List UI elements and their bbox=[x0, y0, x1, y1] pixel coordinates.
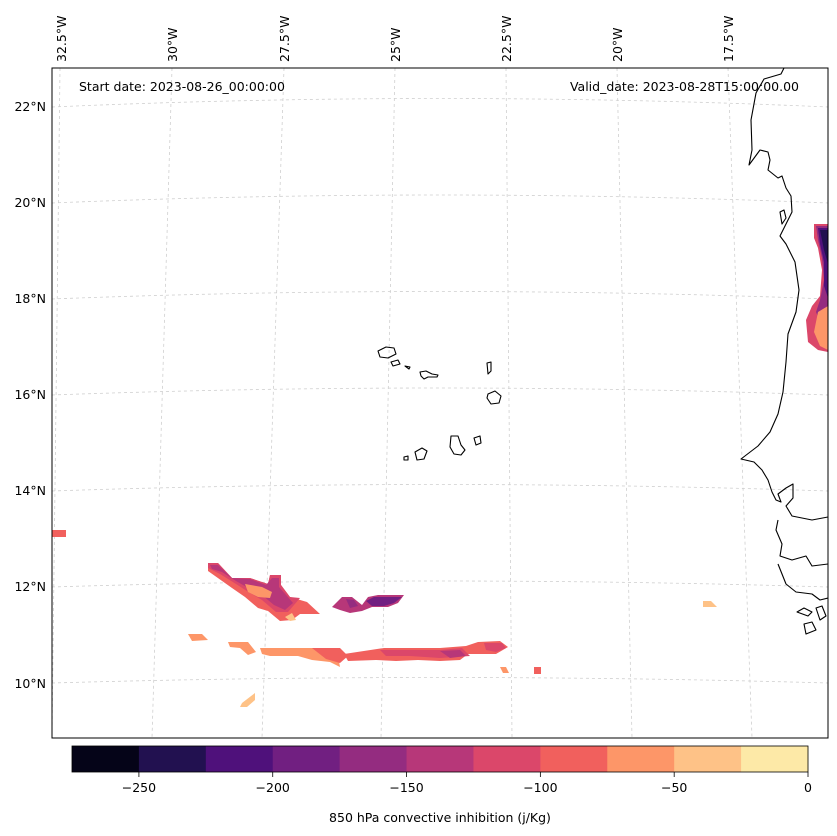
africa-coastline bbox=[740, 68, 828, 635]
cin-region-100-b bbox=[312, 648, 348, 663]
lon-label: 30°W bbox=[165, 27, 180, 62]
island-sao-nicolau bbox=[419, 370, 439, 380]
parallel-20n bbox=[52, 194, 828, 204]
meridian-22.5w bbox=[505, 68, 513, 738]
lat-label: 20°N bbox=[14, 195, 46, 210]
cin-region-50-b bbox=[240, 693, 255, 707]
lat-label: 16°N bbox=[14, 387, 46, 402]
parallel-22n bbox=[52, 98, 828, 108]
cin-patch-central bbox=[332, 595, 404, 613]
meridian-32.5w bbox=[52, 68, 61, 738]
island-sao-vicente bbox=[390, 359, 401, 367]
meridian-20w bbox=[616, 68, 633, 738]
cin-region-75-e bbox=[500, 667, 509, 673]
colorbar-tick-label: 0 bbox=[804, 780, 812, 795]
lon-label: 27.5°W bbox=[277, 16, 292, 62]
cin-region-75-c bbox=[228, 642, 256, 655]
colorbar-swatch bbox=[72, 746, 140, 772]
colorbar-tick-label: −250 bbox=[122, 780, 156, 795]
cin-patch-west-edge bbox=[52, 530, 66, 537]
cin-contours bbox=[52, 224, 828, 707]
cin-patch-east-coast bbox=[806, 224, 828, 352]
map-frame bbox=[51, 67, 829, 739]
lat-label: 22°N bbox=[14, 99, 46, 114]
lat-label: 18°N bbox=[14, 291, 46, 306]
colorbar-swatch bbox=[138, 746, 207, 772]
meridian-27.5w bbox=[261, 68, 285, 738]
start-date-label: Start date: 2023-08-26_00:00:00 bbox=[79, 79, 285, 94]
cin-band-south bbox=[188, 634, 541, 707]
parallel-18n bbox=[52, 291, 828, 300]
cape-verde-islands bbox=[377, 346, 502, 461]
parallel-10n bbox=[52, 677, 828, 684]
meridian-17.5w bbox=[727, 68, 753, 738]
island-fogo bbox=[414, 447, 428, 461]
island-santo-antao bbox=[377, 346, 397, 359]
cin-band-north bbox=[208, 563, 320, 621]
colorbar-tick-label: −100 bbox=[523, 780, 557, 795]
longitude-labels: 32.5°W 30°W 27.5°W 25°W 22.5°W 20°W 17.5… bbox=[54, 16, 736, 62]
cin-patch-east-isolated bbox=[703, 601, 717, 607]
bijagos-islands bbox=[796, 605, 827, 635]
colorbar-swatch bbox=[473, 746, 541, 772]
cin-region-75 bbox=[245, 584, 272, 598]
island-maio bbox=[473, 435, 482, 446]
colorbar-tick-label: −200 bbox=[256, 780, 290, 795]
cin-region-125-c bbox=[484, 643, 506, 652]
lon-label: 25°W bbox=[388, 27, 403, 62]
lon-label: 17.5°W bbox=[721, 16, 736, 62]
coast-gambia bbox=[775, 519, 828, 567]
cin-region-175 bbox=[346, 599, 358, 608]
map-area bbox=[51, 67, 829, 739]
cin-region-75-f bbox=[814, 306, 828, 350]
cin-region-100-d bbox=[534, 667, 541, 674]
colorbar-ticks: −250 −200 −150 −100 −50 0 bbox=[122, 772, 812, 795]
lat-label: 12°N bbox=[14, 579, 46, 594]
colorbar-swatches bbox=[72, 746, 809, 772]
colorbar-swatch bbox=[540, 746, 608, 772]
coast-mauritania-senegal bbox=[740, 68, 828, 521]
map-background bbox=[52, 68, 828, 738]
colorbar-swatch bbox=[272, 746, 341, 772]
latitude-labels: 22°N 20°N 18°N 16°N 14°N 12°N 10°N bbox=[14, 99, 46, 691]
coast-detail-cape-blanc bbox=[779, 209, 787, 225]
parallel-16n bbox=[52, 387, 828, 396]
lon-label: 20°W bbox=[610, 27, 625, 62]
colorbar-swatch bbox=[339, 746, 408, 772]
valid-date-label: Valid_date: 2023-08-28T15:00:00.00 bbox=[570, 79, 799, 94]
meridian-25w bbox=[380, 68, 396, 738]
colorbar-swatch bbox=[406, 746, 474, 772]
island-brava bbox=[403, 455, 409, 461]
cin-region-75-b bbox=[188, 634, 208, 641]
colorbar-tick-label: −150 bbox=[389, 780, 423, 795]
coast-guinea-bissau bbox=[777, 563, 828, 601]
colorbar: −250 −200 −150 −100 −50 0 850 hPa convective … bbox=[71, 745, 812, 825]
lon-label: 22.5°W bbox=[499, 16, 514, 62]
colorbar-frame bbox=[71, 745, 809, 773]
cin-region-200 bbox=[366, 597, 402, 606]
lat-label: 14°N bbox=[14, 483, 46, 498]
cin-region-50-a bbox=[285, 613, 296, 621]
lat-label: 10°N bbox=[14, 676, 46, 691]
colorbar-label: 850 hPa convective inhibition (j/Kg) bbox=[329, 810, 551, 825]
meridian-30w bbox=[151, 68, 173, 738]
colorbar-tick-label: −50 bbox=[661, 780, 687, 795]
island-santa-luzia bbox=[404, 365, 411, 370]
parallel-14n bbox=[52, 484, 828, 492]
island-sal bbox=[486, 361, 492, 375]
lon-label: 32.5°W bbox=[54, 16, 69, 62]
cin-region-150-c bbox=[440, 650, 466, 658]
graticule bbox=[52, 68, 828, 738]
cin-region-250 bbox=[820, 230, 828, 264]
colorbar-swatch bbox=[607, 746, 675, 772]
parallel-12n bbox=[52, 580, 828, 588]
colorbar-swatch bbox=[741, 746, 809, 772]
colorbar-swatch bbox=[674, 746, 742, 772]
island-boa-vista bbox=[486, 390, 502, 405]
island-santiago bbox=[449, 435, 466, 456]
colorbar-swatch bbox=[205, 746, 274, 772]
